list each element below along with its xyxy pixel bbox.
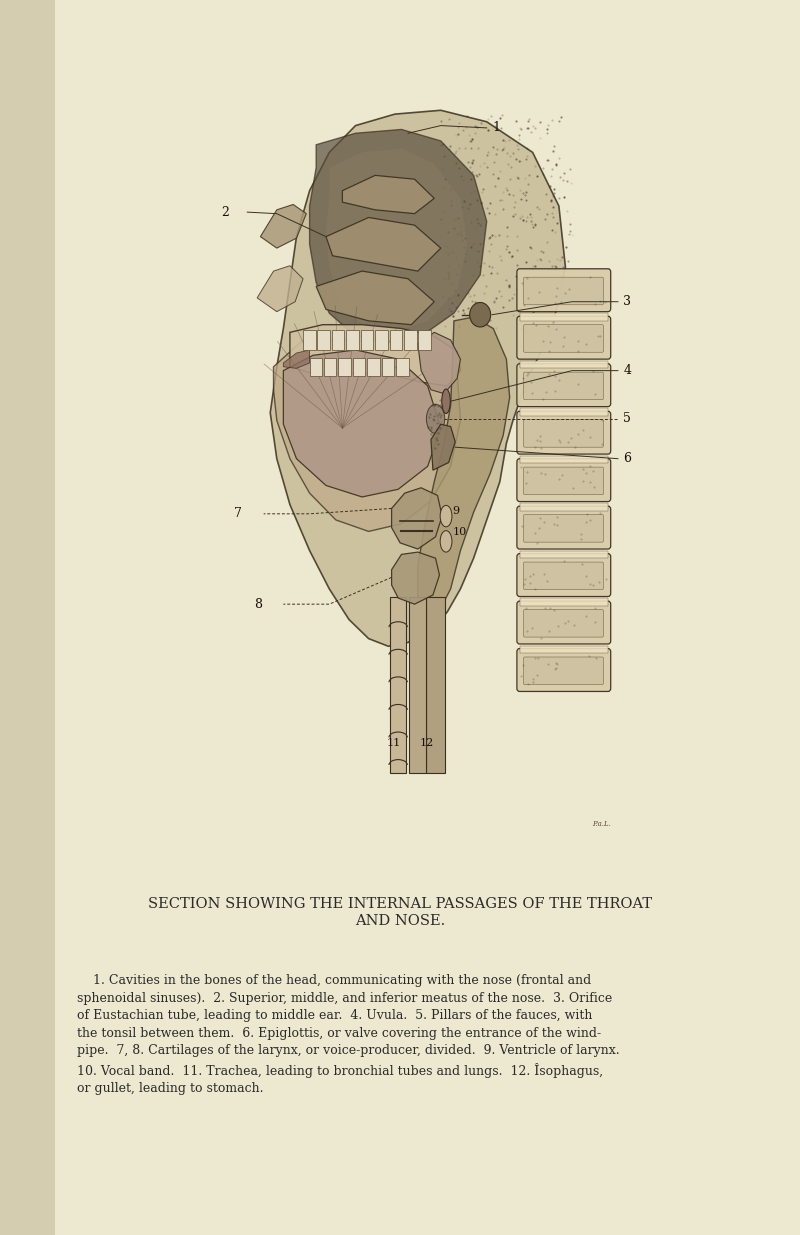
Bar xyxy=(346,330,359,350)
FancyBboxPatch shape xyxy=(523,562,603,589)
Polygon shape xyxy=(283,350,310,368)
Text: P.a.L.: P.a.L. xyxy=(592,820,610,829)
FancyBboxPatch shape xyxy=(517,316,610,359)
Ellipse shape xyxy=(440,531,452,552)
Text: 4: 4 xyxy=(623,364,631,377)
Bar xyxy=(338,358,351,375)
Bar xyxy=(353,358,366,375)
Polygon shape xyxy=(316,272,434,325)
Bar xyxy=(519,456,608,463)
Polygon shape xyxy=(431,425,455,471)
Bar xyxy=(310,358,322,375)
Polygon shape xyxy=(270,110,566,646)
Bar xyxy=(318,330,330,350)
Text: 12: 12 xyxy=(420,737,434,748)
FancyBboxPatch shape xyxy=(523,277,603,305)
Bar xyxy=(519,408,608,416)
FancyBboxPatch shape xyxy=(523,420,603,447)
Text: 1. Cavities in the bones of the head, communicating with the nose (frontal and
s: 1. Cavities in the bones of the head, co… xyxy=(78,974,620,1095)
Bar xyxy=(418,330,431,350)
Bar xyxy=(519,314,608,321)
Polygon shape xyxy=(418,332,461,394)
FancyBboxPatch shape xyxy=(517,506,610,550)
Bar xyxy=(367,358,380,375)
Ellipse shape xyxy=(442,389,450,414)
Text: 10: 10 xyxy=(453,527,467,537)
FancyBboxPatch shape xyxy=(523,372,603,400)
Ellipse shape xyxy=(426,404,445,433)
Text: 2: 2 xyxy=(221,205,229,219)
Circle shape xyxy=(470,303,490,327)
Polygon shape xyxy=(261,205,306,248)
Text: 8: 8 xyxy=(254,598,262,610)
Bar xyxy=(324,358,337,375)
Bar xyxy=(382,358,394,375)
FancyBboxPatch shape xyxy=(517,269,610,311)
Text: 11: 11 xyxy=(387,737,402,748)
FancyBboxPatch shape xyxy=(523,467,603,495)
Polygon shape xyxy=(274,340,461,531)
Bar xyxy=(519,551,608,558)
FancyBboxPatch shape xyxy=(517,411,610,454)
Text: 1: 1 xyxy=(492,121,500,135)
Bar xyxy=(332,330,344,350)
Text: 7: 7 xyxy=(234,508,242,520)
Polygon shape xyxy=(326,217,441,272)
Polygon shape xyxy=(310,130,486,343)
FancyBboxPatch shape xyxy=(517,364,610,406)
Bar xyxy=(410,597,426,773)
Polygon shape xyxy=(283,350,441,496)
Bar xyxy=(0,0,55,1235)
Bar xyxy=(375,330,388,350)
Polygon shape xyxy=(418,317,510,620)
Bar xyxy=(390,597,406,773)
Text: 6: 6 xyxy=(623,452,631,466)
Bar xyxy=(396,358,409,375)
FancyBboxPatch shape xyxy=(523,515,603,542)
Bar xyxy=(361,330,374,350)
Text: SECTION SHOWING THE INTERNAL PASSAGES OF THE THROAT
AND NOSE.: SECTION SHOWING THE INTERNAL PASSAGES OF… xyxy=(148,898,652,927)
Ellipse shape xyxy=(440,505,452,527)
Bar xyxy=(519,361,608,368)
FancyBboxPatch shape xyxy=(517,601,610,643)
Polygon shape xyxy=(326,148,467,332)
Text: 3: 3 xyxy=(623,295,631,309)
FancyBboxPatch shape xyxy=(517,458,610,501)
Bar xyxy=(519,598,608,605)
FancyBboxPatch shape xyxy=(517,553,610,597)
Bar xyxy=(519,646,608,653)
Bar xyxy=(519,503,608,511)
Bar xyxy=(404,330,417,350)
Bar xyxy=(303,330,315,350)
Text: 9: 9 xyxy=(453,506,460,516)
Text: 5: 5 xyxy=(623,412,631,425)
FancyBboxPatch shape xyxy=(523,325,603,352)
FancyBboxPatch shape xyxy=(523,610,603,637)
FancyBboxPatch shape xyxy=(523,657,603,684)
Polygon shape xyxy=(290,325,461,387)
Polygon shape xyxy=(342,175,434,214)
Bar xyxy=(426,597,445,773)
Polygon shape xyxy=(257,266,303,311)
Polygon shape xyxy=(392,488,442,550)
Bar xyxy=(390,330,402,350)
FancyBboxPatch shape xyxy=(517,648,610,692)
Polygon shape xyxy=(392,552,439,604)
